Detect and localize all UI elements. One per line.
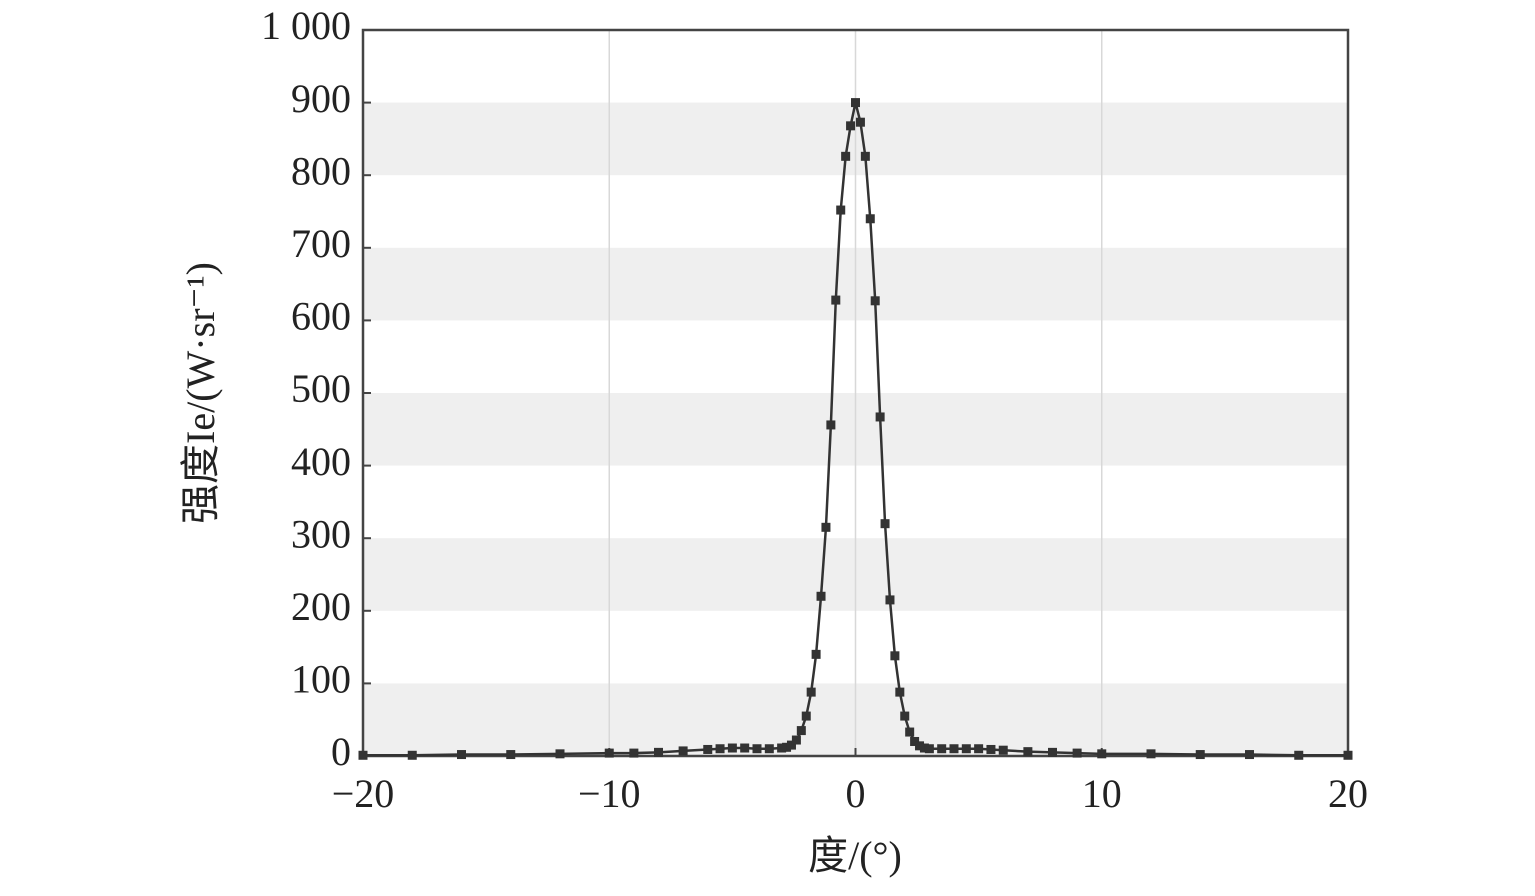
data-point <box>1097 749 1107 759</box>
data-point <box>919 743 929 753</box>
data-point <box>986 744 996 754</box>
data-point <box>801 711 811 721</box>
data-point <box>880 519 890 529</box>
data-point <box>885 595 895 605</box>
data-point <box>811 649 821 659</box>
data-point <box>1195 750 1205 760</box>
plot-frame <box>361 28 1350 758</box>
data-point <box>998 745 1008 755</box>
y-tick-label: 700 <box>291 221 351 266</box>
x-tick-label: 0 <box>846 771 866 816</box>
y-tick-label: 100 <box>291 657 351 702</box>
data-point <box>915 741 925 751</box>
data-point <box>555 749 565 759</box>
y-tick-label: 400 <box>291 439 351 484</box>
data-point <box>875 412 885 422</box>
data-point <box>796 726 806 736</box>
data-point <box>816 591 826 601</box>
data-point <box>740 743 750 753</box>
data-point <box>860 151 870 161</box>
data-point <box>678 746 688 756</box>
data-point <box>806 687 816 697</box>
data-point <box>821 522 831 532</box>
x-tick-label: 20 <box>1328 771 1368 816</box>
data-point <box>974 744 984 754</box>
y-tick-label: 0 <box>331 729 351 774</box>
data-point <box>727 743 737 753</box>
data-point <box>831 295 841 305</box>
data-point <box>895 687 905 697</box>
y-tick-label: 900 <box>291 76 351 121</box>
data-point <box>1146 749 1156 759</box>
data-point <box>786 740 796 750</box>
data-point <box>764 744 774 754</box>
data-point <box>826 420 836 430</box>
data-point <box>1048 747 1057 757</box>
data-point <box>1072 748 1082 758</box>
data-point <box>777 743 787 753</box>
data-point <box>629 748 639 758</box>
data-point <box>407 750 417 760</box>
data-point <box>1023 747 1033 757</box>
x-tick-label: −10 <box>578 771 641 816</box>
data-point <box>890 651 900 661</box>
y-tick-label: 200 <box>291 584 351 629</box>
y-tick-label: 1 000 <box>261 3 351 48</box>
data-point <box>865 214 875 224</box>
data-point <box>1343 750 1353 760</box>
data-point <box>949 744 959 754</box>
data-point <box>752 744 762 754</box>
data-point <box>836 205 846 215</box>
data-point <box>910 736 920 746</box>
data-point <box>703 744 713 754</box>
data-point <box>851 98 860 108</box>
data-point <box>1245 750 1254 760</box>
y-axis-label: 强度Ie/(W·sr⁻¹) <box>178 262 223 524</box>
y-tick-label: 500 <box>291 366 351 411</box>
y-tick-label: 600 <box>291 294 351 339</box>
data-point <box>846 121 856 131</box>
data-point <box>457 750 466 760</box>
y-tick-label: 300 <box>291 511 351 556</box>
data-point <box>791 735 801 745</box>
data-point <box>900 711 910 721</box>
data-point <box>841 151 851 161</box>
data-point <box>961 744 971 754</box>
x-tick-label: −20 <box>332 771 395 816</box>
y-tick-label: 800 <box>291 148 351 193</box>
data-point <box>654 747 663 757</box>
data-point <box>358 750 368 760</box>
data-point <box>1294 750 1304 760</box>
data-point <box>905 727 915 737</box>
data-point <box>855 117 865 127</box>
data-point <box>506 750 516 760</box>
x-axis-label: 度/(°) <box>808 833 902 878</box>
data-point <box>937 744 947 754</box>
data-point <box>782 742 792 752</box>
data-point <box>604 748 614 758</box>
data-point <box>715 744 725 754</box>
data-point <box>870 296 880 306</box>
x-tick-label: 10 <box>1082 771 1122 816</box>
data-point <box>924 744 934 754</box>
